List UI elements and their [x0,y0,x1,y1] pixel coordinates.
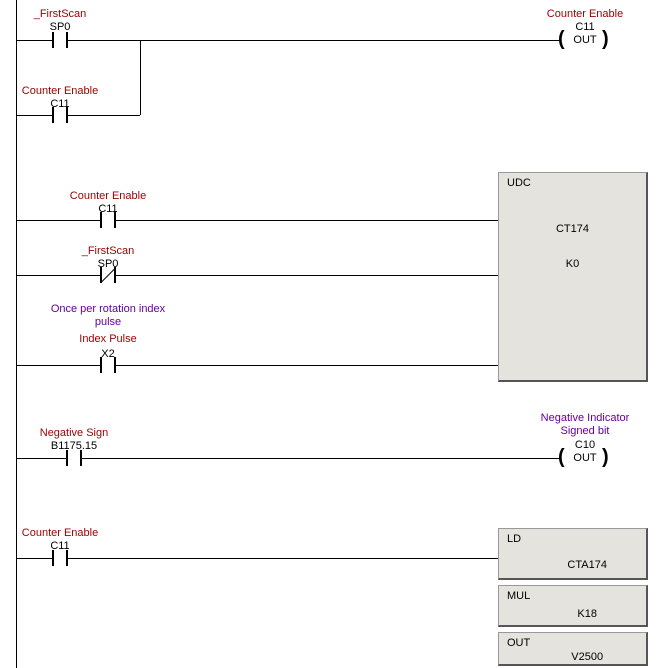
coil-right-paren: ) [602,446,609,469]
wire [16,275,100,276]
coil-desc: Counter Enable [547,8,623,20]
contact-desc: Index Pulse [79,333,136,345]
wire [68,40,140,41]
branch-wire-left [16,40,17,115]
box-title: MUL [507,590,530,602]
coil-addr: C10 [575,439,595,451]
coil-desc: Signed bit [561,425,610,437]
wire [16,458,66,459]
contact-no-left [100,357,102,373]
wire [68,558,498,559]
box-title: LD [507,533,521,545]
wire [82,458,560,459]
mul-box: MUL K18 [498,585,648,627]
contact-desc: Negative Sign [40,427,109,439]
wire [16,115,52,116]
wire [116,365,498,366]
coil-desc: Negative Indicator [541,412,630,424]
coil-text: OUT [573,34,596,46]
wire [116,220,498,221]
contact-addr: X2 [101,348,114,360]
coil-left-paren: ( [558,446,565,469]
box-title: OUT [507,637,530,649]
contact-desc: pulse [95,316,121,328]
out-box: OUT V2500 [498,632,648,666]
contact-no-left [52,550,54,566]
ld-box: LD CTA174 [498,528,648,580]
contact-addr: B1175.15 [51,440,97,452]
box-val: K18 [577,608,597,620]
box-val: V2500 [571,651,603,663]
contact-no-left [52,107,54,123]
box-val: CTA174 [567,559,607,571]
branch-wire [140,40,141,115]
contact-no-left [100,212,102,228]
wire [16,365,100,366]
contact-no-left [52,32,54,48]
box-title: UDC [507,177,531,189]
contact-desc: Counter Enable [22,527,98,539]
contact-desc: _FirstScan [34,8,87,20]
wire [16,220,100,221]
nc-slash-icon [101,269,114,282]
box-param: CT174 [556,223,589,235]
contact-desc: Counter Enable [22,85,98,97]
wire [116,275,498,276]
contact-desc: Once per rotation index [51,303,165,315]
contact-no-left [66,450,68,466]
contact-desc: Counter Enable [70,190,146,202]
wire [140,40,560,41]
box-param: K0 [566,258,579,270]
udc-box: UDC CT174 K0 [498,172,648,382]
wire [16,40,52,41]
contact-desc: _FirstScan [82,245,135,257]
coil-left-paren: ( [558,28,565,51]
coil-text: OUT [573,452,596,464]
wire [16,558,52,559]
coil-addr: C11 [575,21,594,33]
ladder-diagram: _FirstScan SP0 Counter Enable C11 Counte… [0,0,666,668]
coil-right-paren: ) [602,28,609,51]
wire [68,115,140,116]
